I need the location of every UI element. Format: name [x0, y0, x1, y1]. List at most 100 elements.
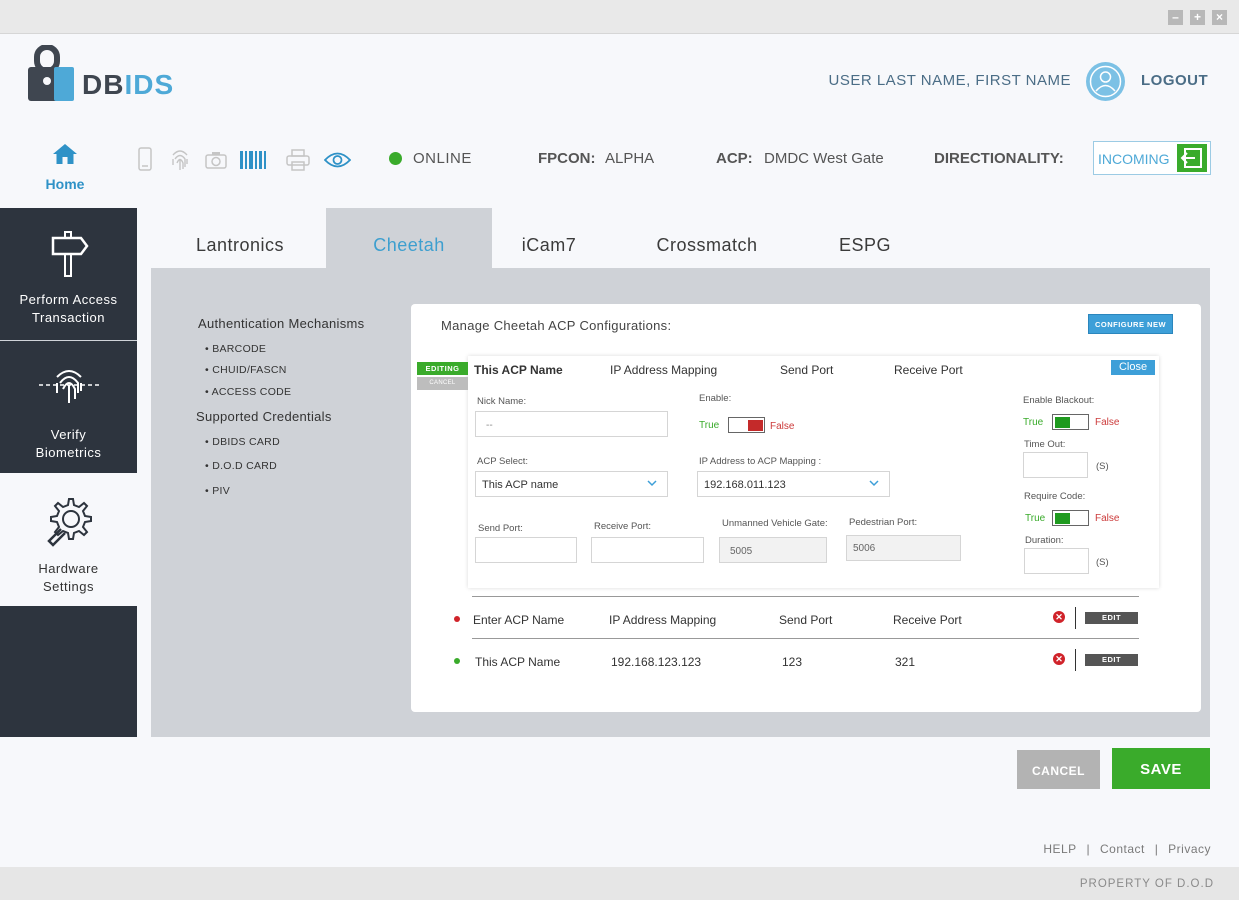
enable-toggle[interactable] — [728, 417, 765, 433]
require-code-label: Require Code: — [1024, 491, 1086, 502]
sidebar-item-hardware-settings[interactable]: Hardware Settings — [0, 473, 137, 606]
row-acp-name: Enter ACP Name — [473, 613, 565, 627]
credential-item: • D.O.D CARD — [205, 460, 278, 472]
unmanned-gate-input[interactable]: 5005 — [719, 537, 827, 563]
duration-unit: (S) — [1096, 557, 1109, 568]
cancel-edit-button[interactable]: CANCEL — [417, 377, 468, 390]
receive-port-input[interactable] — [591, 537, 704, 563]
row-ip: 192.168.123.123 — [611, 655, 702, 669]
nick-name-input[interactable]: -- — [475, 411, 668, 437]
close-edit-button[interactable]: Close — [1111, 360, 1155, 375]
app-logo-text: DBIDS — [82, 69, 175, 100]
auth-mechanism-item: • ACCESS CODE — [205, 386, 292, 398]
sidebar: Perform Access Transaction Verify Biomet… — [0, 208, 137, 737]
tab-icam7[interactable]: iCam7 — [521, 235, 577, 255]
enable-false-label: False — [770, 421, 795, 432]
ip-mapping-label: IP Address to ACP Mapping : — [699, 456, 822, 467]
ip-mapping-select[interactable]: 192.168.011.123 — [697, 471, 890, 497]
footer-separator: | — [1086, 842, 1091, 856]
acp-select-label: ACP Select: — [477, 456, 529, 467]
sidebar-item-verify-biometrics[interactable]: Verify Biometrics — [0, 341, 137, 473]
enable-label: Enable: — [699, 393, 732, 404]
fingerprint-icon[interactable] — [170, 147, 190, 171]
acp-select[interactable]: This ACP name — [475, 471, 668, 497]
blackout-toggle[interactable] — [1052, 414, 1089, 430]
configure-new-button[interactable]: CONFIGURE NEW — [1088, 314, 1173, 334]
edit-row-button[interactable]: EDIT — [1085, 654, 1138, 666]
duration-input[interactable] — [1024, 548, 1089, 574]
logout-button[interactable]: LOGOUT — [1141, 72, 1209, 89]
save-button[interactable]: SAVE — [1112, 748, 1210, 789]
lock-logo-icon — [28, 45, 74, 101]
require-code-toggle[interactable] — [1052, 510, 1089, 526]
eye-icon[interactable] — [324, 151, 351, 169]
contact-link[interactable]: Contact — [1099, 842, 1145, 856]
barcode-icon[interactable] — [240, 151, 266, 169]
duration-label: Duration: — [1025, 535, 1064, 546]
home-label: Home — [45, 176, 85, 192]
timeout-label: Time Out: — [1024, 439, 1066, 450]
send-port-input[interactable] — [475, 537, 577, 563]
directionality-label: DIRECTIONALITY: — [934, 150, 1064, 167]
row-status-dot — [454, 658, 460, 664]
printer-icon[interactable] — [286, 149, 310, 171]
supported-credentials-title: Supported Credentials — [196, 409, 332, 424]
edit-header-ip: IP Address Mapping — [610, 363, 718, 377]
delete-row-icon[interactable]: ✕ — [1053, 653, 1065, 665]
blackout-false-label: False — [1095, 417, 1120, 428]
mobile-device-icon[interactable] — [138, 147, 152, 171]
tab-espg[interactable]: ESPG — [838, 235, 892, 255]
edit-header-receive: Receive Port — [894, 363, 963, 377]
auth-mechanisms-title: Authentication Mechanisms — [198, 316, 365, 331]
fingerprint-scan-icon — [38, 370, 99, 403]
maximize-button[interactable]: + — [1190, 10, 1205, 25]
row-status-dot — [454, 616, 460, 622]
blackout-label: Enable Blackout: — [1023, 395, 1095, 406]
edit-row-button[interactable]: EDIT — [1085, 612, 1138, 624]
row-send-port: Send Port — [779, 613, 833, 627]
tab-lantronics[interactable]: Lantronics — [195, 235, 285, 255]
auth-mechanism-item: • BARCODE — [205, 343, 267, 355]
require-code-false-label: False — [1095, 513, 1120, 524]
row-ip: IP Address Mapping — [609, 613, 717, 627]
row-send-port: 123 — [782, 655, 803, 669]
main-content: Lantronics Cheetah iCam7 Crossmatch ESPG… — [137, 208, 1239, 737]
acp-config-card: Manage Cheetah ACP Configurations: CONFI… — [411, 304, 1201, 712]
edit-header-send: Send Port — [780, 363, 834, 377]
row-divider — [472, 596, 1139, 597]
footer-separator: | — [1154, 842, 1159, 856]
footer-links: HELP | Contact | Privacy — [1040, 842, 1214, 856]
fpcon-label: FPCON: — [538, 150, 596, 167]
home-icon — [53, 144, 77, 164]
directionality-toggle[interactable]: INCOMING — [1093, 141, 1211, 175]
timeout-input[interactable] — [1023, 452, 1088, 478]
user-avatar-icon — [1089, 65, 1122, 98]
delete-row-icon[interactable]: ✕ — [1053, 611, 1065, 623]
entry-arrow-icon — [1177, 144, 1207, 172]
row-receive-port: 321 — [895, 655, 916, 669]
tab-cheetah[interactable]: Cheetah — [326, 208, 492, 268]
auth-mechanism-item: • CHUID/FASCN — [205, 364, 287, 376]
help-link[interactable]: HELP — [1043, 842, 1077, 856]
camera-icon[interactable] — [205, 151, 227, 169]
home-nav[interactable]: Home — [40, 143, 90, 192]
gear-wrench-icon — [46, 498, 92, 547]
credential-item: • PIV — [205, 485, 231, 497]
avatar[interactable] — [1086, 62, 1125, 101]
privacy-link[interactable]: Privacy — [1168, 842, 1211, 856]
row-divider — [472, 638, 1139, 639]
cancel-button[interactable]: CANCEL — [1017, 750, 1100, 789]
receive-port-label: Receive Port: — [594, 521, 652, 532]
send-port-label: Send Port: — [478, 523, 523, 534]
signpost-icon — [51, 231, 89, 277]
user-name: USER LAST NAME, FIRST NAME — [828, 72, 1071, 89]
timeout-unit: (S) — [1096, 461, 1109, 472]
close-window-button[interactable]: × — [1212, 10, 1227, 25]
chevron-down-icon — [647, 480, 657, 487]
enable-true-label: True — [699, 420, 720, 431]
tab-crossmatch[interactable]: Crossmatch — [656, 235, 758, 255]
minimize-button[interactable]: – — [1168, 10, 1183, 25]
online-status-dot — [389, 152, 402, 165]
sidebar-item-perform-access[interactable]: Perform Access Transaction — [0, 208, 137, 340]
pedestrian-port-input[interactable]: 5006 — [846, 535, 961, 561]
